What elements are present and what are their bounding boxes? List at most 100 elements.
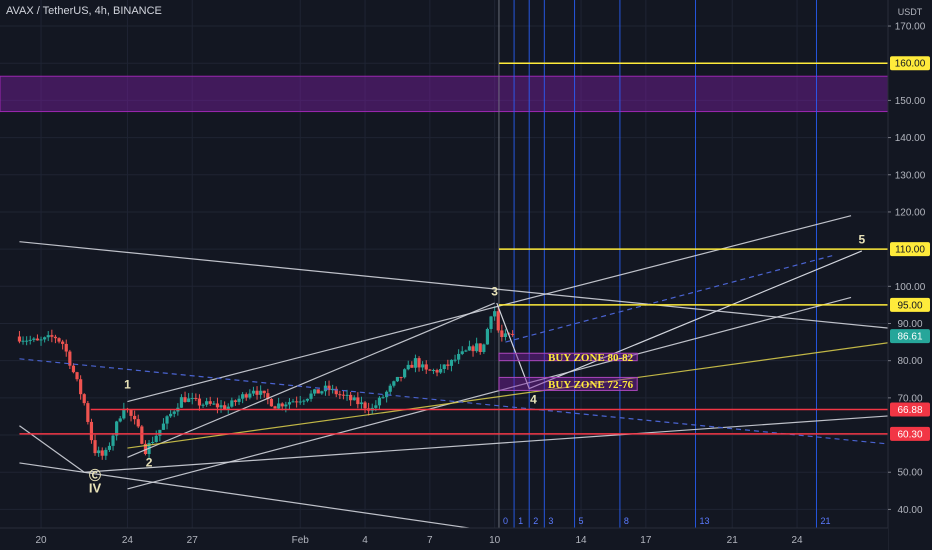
candle-body xyxy=(446,364,450,366)
wave-label: 4 xyxy=(530,392,537,406)
price-badge-label: 160.00 xyxy=(895,59,926,70)
candles xyxy=(17,306,515,460)
candle-body xyxy=(298,401,302,403)
price-badge-label: 60.30 xyxy=(897,429,922,440)
price-tick-label: 70.00 xyxy=(897,393,922,404)
candle-body xyxy=(503,333,508,337)
fib-time-label: 21 xyxy=(820,516,830,526)
candle-body xyxy=(46,335,50,338)
time-axis-background xyxy=(0,528,888,550)
time-tick-label: 4 xyxy=(362,535,368,546)
fib-time-label: 8 xyxy=(624,516,629,526)
currency-label: USDT xyxy=(898,7,923,17)
candle-body xyxy=(143,443,148,454)
time-tick-label: 24 xyxy=(122,535,134,546)
price-badge xyxy=(890,426,930,441)
price-tick-label: 130.00 xyxy=(895,170,926,181)
candle-body xyxy=(93,440,97,454)
candle-body xyxy=(471,346,475,352)
price-tick-label: 150.00 xyxy=(895,96,926,107)
candle-body xyxy=(219,405,223,408)
time-tick-label: 7 xyxy=(427,535,433,546)
candle-body xyxy=(435,370,439,373)
buy-zone-box xyxy=(498,352,638,362)
candle-body xyxy=(165,416,169,424)
trend-line xyxy=(127,296,852,490)
candle-body xyxy=(226,406,230,410)
price-tick-label: 170.00 xyxy=(895,22,926,33)
candle-body xyxy=(212,403,216,405)
candle-body xyxy=(50,335,54,337)
fib-time-label: 2 xyxy=(533,516,538,526)
candle-body xyxy=(489,316,493,329)
price-badge xyxy=(890,402,930,417)
candle-body xyxy=(417,358,421,368)
candle-body xyxy=(262,390,266,394)
candle-body xyxy=(82,394,86,404)
candle-body xyxy=(183,397,187,402)
candle-body xyxy=(43,337,47,340)
price-badge-label: 86.61 xyxy=(897,332,922,343)
price-badge-label: 110.00 xyxy=(895,245,925,256)
candle-body xyxy=(349,394,353,401)
price-axis-background xyxy=(888,0,932,550)
price-tick-label: 50.00 xyxy=(897,468,922,479)
price-axis[interactable]: USDT 170.00 150.00 140.00 130.00 120.00 100.00… xyxy=(887,0,932,550)
candle-body xyxy=(334,388,338,395)
candle-body xyxy=(169,413,173,417)
time-tick-label: 24 xyxy=(791,535,803,546)
candle-body xyxy=(352,397,356,401)
candle-body xyxy=(89,421,94,441)
candle-body xyxy=(266,393,270,399)
wave-labels: 1 2 3 4 5 ⒸIV xyxy=(89,233,866,496)
candle-body xyxy=(413,358,418,368)
candle-body xyxy=(118,418,122,422)
candle-body xyxy=(291,401,295,403)
trend-line xyxy=(84,412,932,473)
candle-body xyxy=(313,389,317,394)
candle-body xyxy=(363,402,367,409)
price-tick-label: 40.00 xyxy=(897,505,922,516)
candle-body xyxy=(424,364,428,370)
candle-body xyxy=(277,403,281,409)
candle-body xyxy=(377,397,382,406)
candle-body xyxy=(241,394,245,399)
candle-body xyxy=(449,359,454,366)
time-axis[interactable]: 20 24 27 Feb 4 7 10 14 17 21 24 xyxy=(0,527,888,550)
candle-body xyxy=(399,376,403,378)
candle-body xyxy=(104,449,108,456)
candle-body xyxy=(208,401,212,404)
candle-body xyxy=(215,403,220,408)
fib-time-label: 1 xyxy=(518,516,523,526)
candle-body xyxy=(381,397,385,399)
fib-time-label: 0 xyxy=(503,516,508,526)
candle-body xyxy=(341,394,346,396)
time-tick-label: 14 xyxy=(575,535,587,546)
candle-body xyxy=(205,401,209,405)
candle-body xyxy=(428,369,432,371)
price-tick-label: 120.00 xyxy=(895,207,926,218)
candle-body xyxy=(500,330,504,337)
candle-body xyxy=(273,406,277,409)
candle-body xyxy=(107,445,112,450)
candle-body xyxy=(140,426,144,444)
trend-line xyxy=(127,336,932,449)
price-badge xyxy=(890,297,930,312)
trend-line xyxy=(127,215,852,403)
candle-body xyxy=(248,393,252,398)
candle-body xyxy=(320,391,324,394)
candle-body xyxy=(187,398,191,402)
candle-body xyxy=(439,369,443,373)
candle-body xyxy=(287,402,292,405)
candle-body xyxy=(284,404,288,407)
buy-zone-label: BUY ZONE 72-76 xyxy=(548,379,634,391)
candle-body xyxy=(68,351,72,366)
candle-body xyxy=(115,421,119,436)
price-badge xyxy=(890,242,930,257)
candle-body xyxy=(316,389,320,394)
trend-line xyxy=(127,302,495,458)
candle-body xyxy=(161,423,166,430)
time-tick-label: 10 xyxy=(489,535,501,546)
candle-body xyxy=(327,385,331,391)
